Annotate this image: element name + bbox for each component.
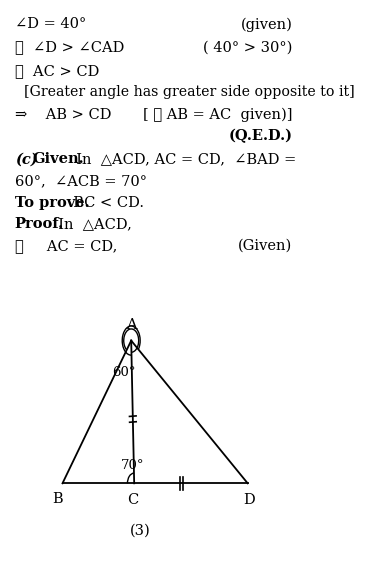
- Text: BC < CD.: BC < CD.: [64, 196, 144, 209]
- Text: (3): (3): [130, 524, 151, 538]
- Text: 60°,  ∠ACB = 70°: 60°, ∠ACB = 70°: [15, 174, 147, 188]
- Text: (given): (given): [241, 17, 293, 32]
- Text: (Q.E.D.): (Q.E.D.): [228, 129, 293, 143]
- Text: C: C: [127, 493, 138, 507]
- Text: ⇒    AB > CD: ⇒ AB > CD: [15, 108, 111, 122]
- Text: In  △ACD,: In △ACD,: [49, 217, 132, 231]
- Text: Proof.: Proof.: [15, 217, 64, 231]
- Text: In  △ACD, AC = CD,  ∠BAD =: In △ACD, AC = CD, ∠BAD =: [67, 152, 296, 166]
- Text: ∴  AC > CD: ∴ AC > CD: [15, 64, 99, 78]
- Text: D: D: [243, 493, 255, 507]
- Text: (c): (c): [15, 152, 37, 166]
- Text: ( 40° > 30°): ( 40° > 30°): [203, 41, 293, 55]
- Text: [Greater angle has greater side opposite to it]: [Greater angle has greater side opposite…: [24, 85, 355, 99]
- Text: A: A: [126, 318, 137, 332]
- Text: To prove.: To prove.: [15, 196, 89, 209]
- Text: 70°: 70°: [121, 459, 144, 472]
- Text: Given.: Given.: [32, 152, 84, 166]
- Text: ∴     AC = CD,: ∴ AC = CD,: [15, 239, 117, 253]
- Text: ∠D = 40°: ∠D = 40°: [15, 17, 86, 31]
- Text: ∴  ∠D > ∠CAD: ∴ ∠D > ∠CAD: [15, 41, 124, 55]
- Text: 60°: 60°: [112, 366, 135, 379]
- Text: [ ∵ AB = AC  given)]: [ ∵ AB = AC given)]: [143, 108, 293, 122]
- Text: B: B: [53, 492, 63, 506]
- Text: (Given): (Given): [238, 239, 293, 253]
